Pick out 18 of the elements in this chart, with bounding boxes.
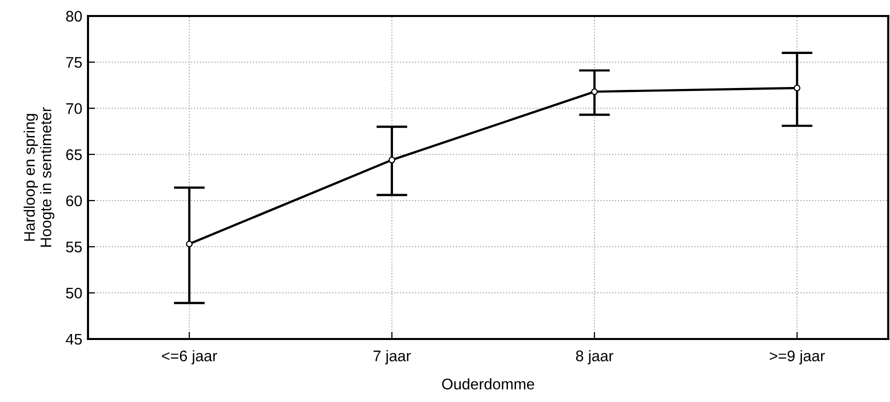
point	[388, 156, 396, 164]
point	[591, 88, 598, 96]
y-tick-label: 50	[66, 288, 82, 299]
y-tick-label: 60	[66, 195, 82, 206]
y-tick-label: 55	[66, 242, 82, 252]
y-axis-title: Hardloop en spring Hoogte in sentimeter	[24, 107, 54, 247]
x-tick-label: 8 jaar	[576, 350, 614, 364]
x-tick-label: 7 jaar	[374, 350, 411, 364]
x-tick-label: >=9 jaar	[770, 350, 825, 364]
point	[794, 84, 800, 92]
y-tick-label: 70	[66, 103, 82, 114]
y-tick-label: 75	[66, 57, 82, 68]
point	[186, 240, 193, 248]
x-axis-title: Ouderdomme	[442, 378, 534, 390]
y-tick-label: 45	[66, 334, 82, 345]
x-tick-label: <=6 jaar	[162, 350, 218, 364]
y-tick-label: 80	[66, 10, 82, 22]
y-tick-label: 65	[66, 149, 82, 160]
